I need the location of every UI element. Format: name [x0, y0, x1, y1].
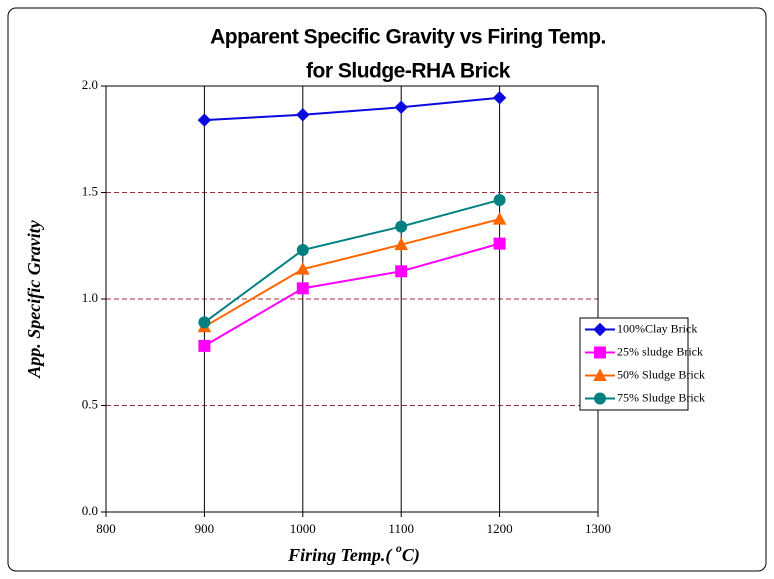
x-tick-label: 800: [96, 521, 116, 536]
y-tick-label: 0.0: [82, 503, 98, 518]
legend-marker: [594, 392, 606, 405]
data-point: [492, 91, 507, 105]
legend-marker: [594, 346, 606, 359]
legend-marker: [593, 322, 607, 337]
series-line: [203, 242, 500, 347]
data-point: [198, 316, 211, 329]
x-label-sup: o: [396, 541, 402, 555]
data-point: [197, 113, 212, 127]
data-point: [493, 193, 506, 206]
x-label-unit: C): [402, 545, 420, 566]
data-point: [394, 237, 409, 251]
x-tick-label: 900: [195, 521, 215, 536]
chart-subtitle: for Sludge-RHA Brick: [306, 60, 511, 83]
legend-label: 75% Sludge Brick: [617, 390, 705, 404]
data-point: [296, 282, 309, 295]
chart-title: Apparent Specific Gravity vs Firing Temp…: [210, 26, 606, 49]
y-tick-label: 2.0: [82, 77, 98, 92]
y-tick-label: 1.0: [82, 290, 98, 305]
data-point: [394, 100, 408, 115]
y-tick-label: 0.5: [82, 396, 98, 411]
data-point: [296, 108, 310, 122]
plot-area: [105, 85, 599, 513]
legend-label: 50% Sludge Brick: [617, 367, 705, 381]
y-axis-label: App. Specific Gravity: [24, 219, 44, 378]
legend-label: 100%Clay Brick: [617, 321, 697, 335]
series-line: [204, 96, 500, 122]
data-point: [493, 237, 506, 250]
data-point: [295, 262, 310, 275]
x-axis-label: Firing Temp.( oC): [287, 541, 420, 566]
data-point: [296, 244, 309, 257]
legend-marker: [593, 368, 607, 381]
data-point: [198, 339, 211, 352]
x-tick-label: 1300: [585, 521, 611, 536]
data-point: [395, 220, 408, 233]
x-tick-label: 1000: [290, 521, 316, 536]
x-label-text: Firing Temp.(: [287, 545, 396, 566]
data-point: [395, 265, 408, 278]
x-tick-label: 1200: [487, 521, 513, 536]
series-line: [203, 198, 500, 324]
data-point: [492, 212, 507, 225]
x-tick-label: 1100: [388, 521, 414, 536]
y-tick-label: 1.5: [82, 183, 98, 198]
series-line: [203, 218, 500, 328]
chart-border: [7, 7, 767, 572]
legend-label: 25% sludge Brick: [617, 344, 703, 358]
